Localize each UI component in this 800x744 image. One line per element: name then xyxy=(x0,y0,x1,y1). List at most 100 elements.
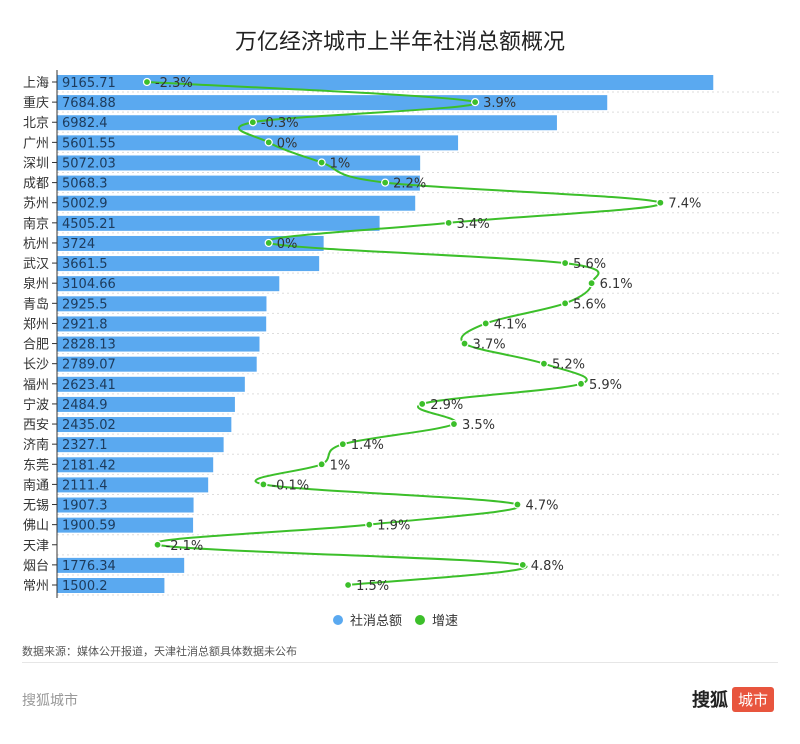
bar-label: 2623.41 xyxy=(62,378,116,393)
bar xyxy=(57,235,324,251)
growth-point xyxy=(381,178,390,187)
growth-point xyxy=(153,540,162,549)
bar-label: 5601.55 xyxy=(62,136,116,151)
footer-left: 搜狐城市 xyxy=(22,693,78,709)
category-label: 北京 xyxy=(23,116,49,131)
bar-label: 4505.21 xyxy=(62,217,116,232)
bar-label: 2435.02 xyxy=(62,418,116,433)
growth-point xyxy=(259,480,268,489)
bar-label: 7684.88 xyxy=(62,96,116,111)
bar xyxy=(57,175,420,191)
bar xyxy=(57,517,194,533)
growth-label: 4.1% xyxy=(494,317,527,332)
bar xyxy=(57,296,267,312)
bar-label: 3724 xyxy=(62,237,95,252)
category-label: 宁波 xyxy=(23,397,49,413)
bar-label: 2327.1 xyxy=(62,438,108,453)
growth-label: 1% xyxy=(330,458,351,473)
growth-label: 1% xyxy=(330,156,351,171)
bar xyxy=(57,195,416,211)
category-label: 南通 xyxy=(23,477,49,493)
growth-label: -2.3% xyxy=(155,76,193,91)
legend-label[interactable]: 社消总额 xyxy=(350,613,402,629)
bar xyxy=(57,437,224,453)
growth-label: 1.9% xyxy=(377,519,410,534)
growth-point xyxy=(561,258,570,268)
growth-point xyxy=(576,379,586,388)
bar-label: 5002.9 xyxy=(62,197,108,212)
category-label: 成都 xyxy=(23,177,49,192)
growth-label: -0.3% xyxy=(261,116,299,131)
category-label: 重庆 xyxy=(23,95,49,111)
bar xyxy=(57,95,608,111)
category-label: 合肥 xyxy=(23,338,49,353)
brand-name: 搜狐 xyxy=(691,690,728,711)
growth-point xyxy=(481,319,490,328)
bar xyxy=(57,276,280,292)
bar xyxy=(57,457,214,473)
bar xyxy=(57,135,459,151)
growth-point xyxy=(444,218,453,227)
bar-label: 2789.07 xyxy=(62,358,116,373)
growth-point xyxy=(317,158,326,167)
bar-label: 6982.4 xyxy=(62,116,108,131)
bar xyxy=(57,376,245,392)
category-label: 武汉 xyxy=(23,257,49,272)
bar xyxy=(57,115,557,131)
bar xyxy=(57,356,257,372)
growth-point xyxy=(471,98,480,107)
legend-marker[interactable] xyxy=(333,615,343,625)
chart: 上海 9165.71 重庆 7684.88 北京 6982.4 广州 5601.55 深圳 507… xyxy=(23,70,780,629)
data-source: 数据来源：媒体公开报道，天津社消总额具体数据未公布 xyxy=(22,645,297,658)
category-label: 济南 xyxy=(23,437,49,453)
category-label: 烟台 xyxy=(23,559,49,574)
category-label: 深圳 xyxy=(23,156,49,171)
category-label: 佛山 xyxy=(23,519,49,534)
bar-label: 5068.3 xyxy=(62,177,108,192)
growth-point xyxy=(587,279,596,288)
bar xyxy=(57,396,235,412)
growth-label: 7.4% xyxy=(668,197,701,212)
bar-label: 2484.9 xyxy=(62,398,108,413)
category-label: 上海 xyxy=(23,76,49,91)
bar xyxy=(57,557,185,573)
growth-point xyxy=(264,138,273,147)
bar-label: 2925.5 xyxy=(62,297,108,312)
bar-label: 2921.8 xyxy=(62,317,108,332)
bar-label: 1776.34 xyxy=(62,559,116,574)
bar xyxy=(57,316,267,332)
chart-title: 万亿经济城市上半年社消总额概况 xyxy=(234,30,565,55)
bar-label: 9165.71 xyxy=(62,76,116,91)
growth-point xyxy=(513,500,522,509)
growth-label: -0.1% xyxy=(271,478,309,493)
growth-label: 3.9% xyxy=(483,96,516,111)
growth-label: 2.9% xyxy=(430,398,463,413)
bar-label: 1500.2 xyxy=(62,579,108,594)
legend-marker[interactable] xyxy=(415,615,425,625)
category-label: 苏州 xyxy=(23,196,49,212)
bar-label: 2181.42 xyxy=(62,458,116,473)
growth-point xyxy=(656,198,665,207)
category-label: 南京 xyxy=(23,216,49,232)
bar xyxy=(57,497,194,513)
growth-point xyxy=(317,460,326,469)
growth-point xyxy=(418,399,427,409)
category-label: 广州 xyxy=(23,136,49,151)
category-label: 福州 xyxy=(23,378,49,393)
bar-label: 3104.66 xyxy=(62,277,116,292)
bar-label: 3661.5 xyxy=(62,257,108,272)
growth-label: 5.6% xyxy=(573,257,606,272)
growth-label: 1.4% xyxy=(351,438,384,453)
growth-label: -2.1% xyxy=(166,539,204,554)
bar-label: 1907.3 xyxy=(62,499,108,514)
growth-point xyxy=(248,118,257,127)
divider xyxy=(22,662,778,663)
category-label: 西安 xyxy=(23,418,49,433)
growth-label: 5.9% xyxy=(589,378,622,393)
growth-point xyxy=(518,560,527,569)
legend-label[interactable]: 增速 xyxy=(432,614,458,629)
category-label: 杭州 xyxy=(23,237,49,252)
growth-label: 4.7% xyxy=(525,499,558,514)
brand-logo: 搜狐 城市 xyxy=(692,686,774,712)
